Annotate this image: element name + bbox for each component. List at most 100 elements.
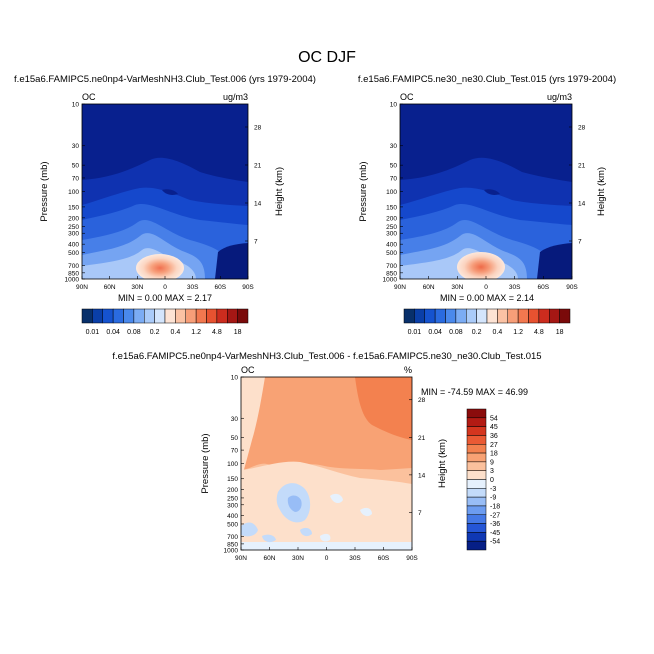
x-tick-label: 60S [378,555,390,562]
colorbar-cell [466,505,487,515]
colorbar-cell [216,308,228,324]
x-tick-label: 90N [394,284,406,291]
colorbar-cell [466,461,487,471]
colorbar-label: 0.2 [472,329,482,336]
x-tick-label: 0 [163,284,167,291]
y2-tick-label: 21 [418,435,426,442]
colorbar-cell [466,488,487,498]
y-tick-label: 10 [72,102,80,109]
colorbar-cell [154,308,166,324]
y-tick-label: 700 [386,263,397,270]
y-tick-label: 30 [231,416,239,423]
x-tick-label: 90S [566,284,578,291]
colorbar-cell [559,308,571,324]
y-tick-label: 300 [68,231,79,238]
colorbar-cell [144,308,155,324]
colorbar-cell [466,444,487,454]
y-tick-label: 50 [231,435,239,442]
y-tick-label: 150 [227,476,238,483]
colorbar-cell [445,308,457,324]
y2-axis-title: Height (km) [596,167,607,216]
colorbar-label: 54 [490,415,498,422]
x-tick-label: 30N [451,284,463,291]
y2-tick-label: 14 [254,200,262,207]
y2-tick-label: 21 [254,162,262,169]
y2-axis-title: Height (km) [437,439,448,488]
y-tick-label: 1000 [383,277,398,284]
colorbar-label: 0.08 [127,329,141,336]
x-tick-label: 30S [349,555,361,562]
colorbar-cell [206,308,218,324]
colorbar-cell [476,308,488,324]
x-tick-label: 90N [235,555,247,562]
colorbar-cell [466,408,487,419]
colorbar-label: 0.01 [86,329,100,336]
colorbar-label: 45 [490,424,498,431]
colorbar-label: -45 [490,530,500,537]
y-tick-label: 70 [231,448,239,455]
panel-2-subtitle: f.e15a6.FAMIPC5.ne30_ne30.Club_Test.015 … [358,74,616,85]
panel-2-stats: MIN = 0.00 MAX = 2.14 [440,293,534,303]
colorbar-label: 0.2 [150,329,160,336]
panel-3-stats: MIN = -74.59 MAX = 46.99 [421,387,528,397]
x-tick-label: 60S [215,284,227,291]
panel-3-subtitle: f.e15a6.FAMIPC5.ne0np4-VarMeshNH3.Club_T… [112,351,541,362]
colorbar-bottom: 54 45 36 27 189 3 0 -3 -9-18 -27 -36 -45 -54 [466,408,500,551]
y-tick-label: 30 [390,143,398,150]
y-tick-label: 70 [72,175,80,182]
y2-tick-label: 7 [578,238,582,245]
y-tick-label: 100 [68,189,79,196]
y-tick-label: 30 [72,143,80,150]
y-tick-label: 300 [386,231,397,238]
panel-3-left-label: OC [241,365,255,375]
y2-tick-label: 28 [254,124,262,131]
panel-1-plot [82,104,248,279]
panel-2-left-label: OC [400,92,414,102]
x-tick-label: 90N [76,284,88,291]
y2-tick-label: 7 [418,510,422,517]
panel-3-plot [241,377,412,550]
colorbar-cell [466,496,487,507]
y-tick-label: 1000 [224,548,239,555]
x-tick-label: 30N [131,284,143,291]
colorbar-top-1: 0.01 0.04 0.08 0.2 0.4 1.2 4.8 18 [81,308,249,336]
y-axis-title: Pressure (mb) [358,161,369,221]
colorbar-label: -18 [490,503,500,510]
y-tick-label: 50 [72,163,80,170]
y-tick-label: 700 [68,263,79,270]
colorbar-label: -9 [490,495,496,502]
colorbar-label: 3 [490,468,494,475]
colorbar-cell [549,308,560,324]
y-tick-label: 70 [390,175,398,182]
colorbar-label: -3 [490,486,496,493]
colorbar-cell [466,308,477,324]
colorbar-label: 27 [490,442,498,449]
colorbar-cell [466,452,487,463]
panel-3-right-label: % [404,365,412,375]
colorbar-cell [466,514,487,524]
colorbar-cell [403,308,415,324]
colorbar-cell [466,435,487,445]
colorbar-cell [434,308,446,324]
y-axis-title: Pressure (mb) [39,161,50,221]
colorbar-cell [517,308,529,324]
colorbar-label: 0.04 [428,329,442,336]
panel-1-left-label: OC [82,92,96,102]
colorbar-cell [185,308,197,324]
y2-tick-label: 7 [254,238,258,245]
colorbar-cell [466,523,487,533]
y-tick-label: 200 [68,215,79,222]
y2-tick-label: 28 [578,124,586,131]
colorbar-cell [195,308,207,324]
panel-3-axes: 1030507010015020025030040050070085010002… [200,375,448,563]
colorbar-top-2: 0.01 0.04 0.08 0.2 0.4 1.2 4.8 18 [403,308,571,336]
colorbar-cell [133,308,145,324]
colorbar-label: 1.2 [191,329,201,336]
colorbar-label: 0.08 [449,329,463,336]
colorbar-cell [507,308,519,324]
x-tick-label: 30S [187,284,199,291]
y-tick-label: 150 [68,204,79,211]
colorbar-cell [92,308,103,324]
colorbar-cell [466,426,487,436]
colorbar-label: 9 [490,459,494,466]
